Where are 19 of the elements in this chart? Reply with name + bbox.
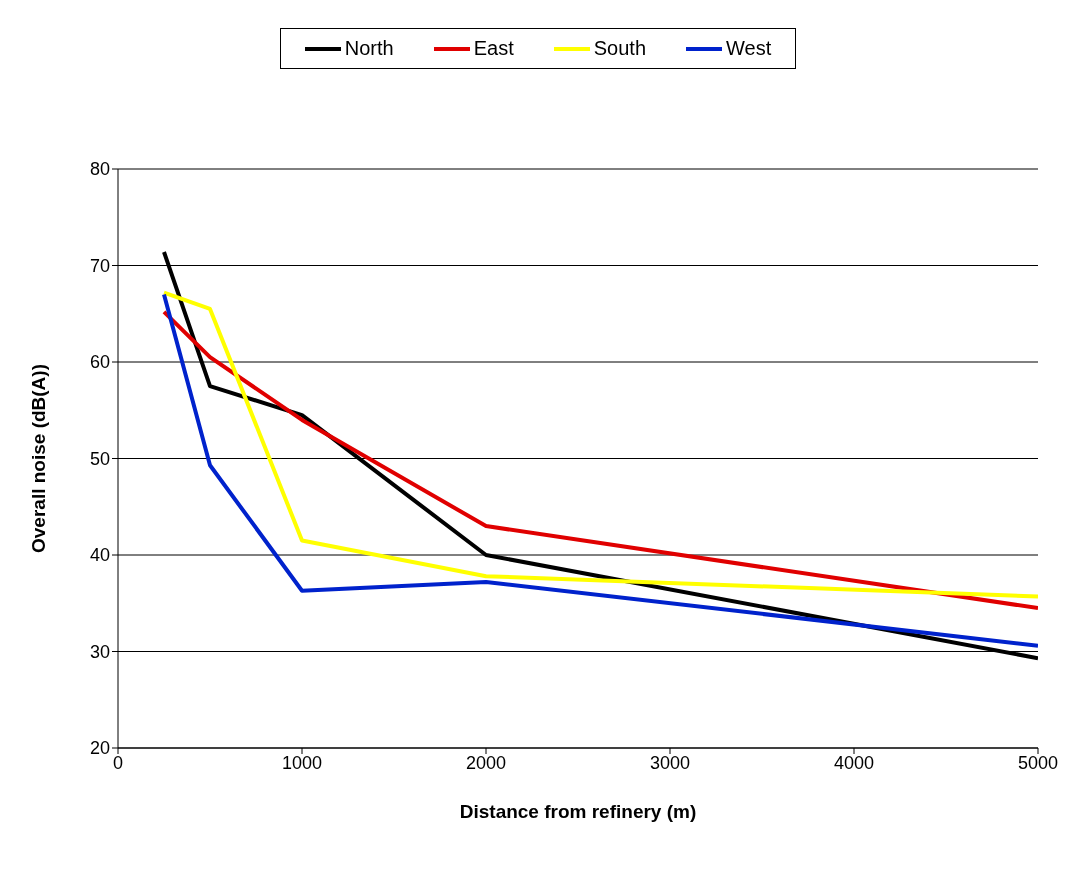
- y-tick-label: 30: [89, 641, 110, 662]
- y-tick-label: 80: [89, 159, 110, 180]
- y-tick-label: 70: [89, 255, 110, 276]
- legend-label: East: [472, 37, 514, 60]
- legend-label: West: [725, 37, 772, 60]
- x-tick-label: 4000: [833, 752, 875, 773]
- y-tick-label: 50: [89, 448, 110, 469]
- x-tick-label: 3000: [649, 752, 691, 773]
- y-axis-title: Overall noise (dB(A)): [27, 364, 49, 553]
- x-tick-label: 0: [112, 752, 124, 773]
- legend-label: South: [592, 37, 646, 60]
- x-tick-label: 5000: [1017, 752, 1059, 773]
- y-tick-label: 20: [89, 738, 110, 759]
- y-tick-label: 40: [89, 545, 110, 566]
- x-tick-label: 1000: [281, 752, 323, 773]
- y-tick-label: 60: [89, 352, 110, 373]
- x-axis-title: Distance from refinery (m): [459, 801, 697, 822]
- legend-label: North: [343, 37, 394, 60]
- x-tick-label: 2000: [465, 752, 507, 773]
